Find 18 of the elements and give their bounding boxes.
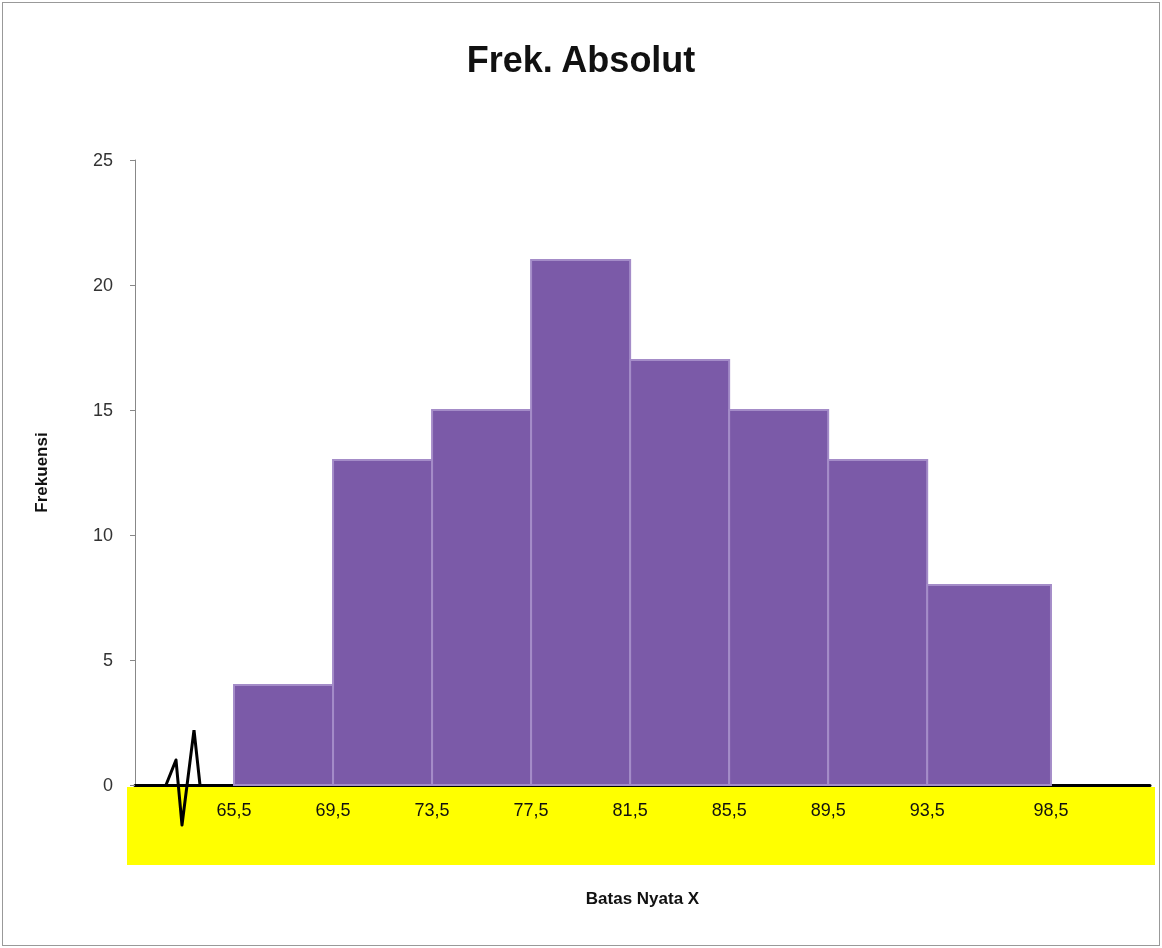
x-tick-label: 98,5 (1033, 800, 1069, 820)
y-tick-label: 0 (102, 775, 113, 795)
x-tick-label: 81,5 (612, 800, 648, 820)
y-axis-title: Frekuensi (32, 432, 51, 513)
x-tick-label: 93,5 (909, 800, 945, 820)
y-tick-label: 10 (92, 525, 113, 545)
y-tick-label: 5 (102, 650, 113, 670)
x-tick-label: 69,5 (315, 800, 351, 820)
x-tick-label: 85,5 (711, 800, 747, 820)
x-tick-label: 89,5 (810, 800, 846, 820)
x-tick-label: 77,5 (513, 800, 549, 820)
x-tick-label: 65,5 (216, 800, 252, 820)
x-axis-title: Batas Nyata X (585, 889, 700, 908)
y-tick-label: 20 (92, 275, 113, 295)
y-tick-label: 15 (92, 400, 113, 420)
x-tick-label: 73,5 (414, 800, 450, 820)
chart-title: Frek. Absolut (466, 38, 696, 80)
y-tick-label: 25 (92, 150, 113, 170)
